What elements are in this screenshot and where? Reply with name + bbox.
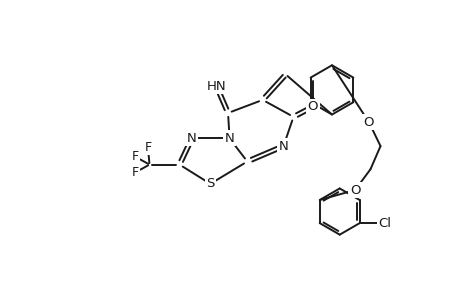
- Text: N: N: [186, 132, 196, 145]
- Text: S: S: [206, 177, 214, 190]
- Text: F: F: [144, 141, 151, 154]
- Text: F: F: [132, 166, 139, 179]
- Text: F: F: [132, 150, 139, 164]
- Text: HN: HN: [206, 80, 226, 92]
- Text: Cl: Cl: [377, 217, 390, 230]
- Text: N: N: [224, 132, 234, 145]
- Text: O: O: [349, 184, 359, 196]
- Text: N: N: [278, 140, 288, 153]
- Text: O: O: [307, 100, 317, 113]
- Text: O: O: [363, 116, 374, 129]
